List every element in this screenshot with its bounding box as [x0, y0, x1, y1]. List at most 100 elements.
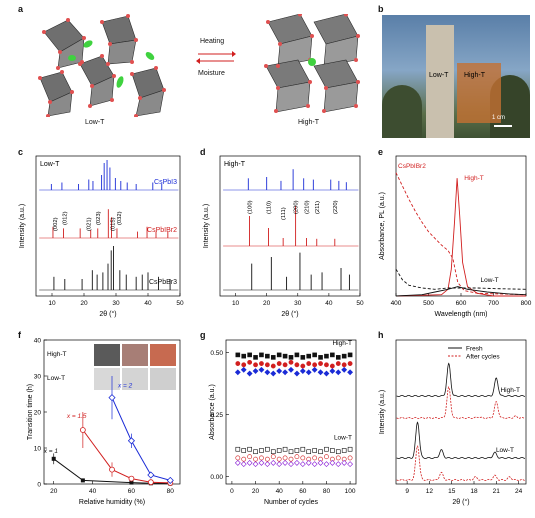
- chart-g-point: [300, 355, 306, 360]
- chart-g-point: [288, 355, 294, 360]
- chart-g-point: [294, 454, 300, 460]
- photo-high-t-label: High-T: [464, 72, 486, 79]
- chart-g-y-tick-label: 0.25: [210, 412, 223, 419]
- chart-g-x-tick-label: 20: [252, 488, 260, 495]
- chart-g-point: [247, 359, 253, 365]
- chart-g-point: [324, 362, 329, 368]
- chart-g-point: [276, 352, 282, 358]
- chart-f-y-tick-label: 30: [34, 374, 42, 381]
- chart-h-trace-3: [396, 445, 526, 481]
- chart-e-x-tick-label: 800: [521, 300, 532, 307]
- chart-g-point: [324, 454, 329, 460]
- chart-d-plot-frame: [219, 155, 361, 297]
- chart-g-point: [312, 455, 318, 461]
- chart-c-plot-frame: [35, 155, 181, 297]
- chart-g-plot-frame: [225, 339, 357, 485]
- chart-g-point: [235, 446, 241, 452]
- panel-label-f: f: [18, 330, 21, 340]
- chart-g-point: [312, 352, 317, 358]
- chart-g-point: [330, 352, 335, 358]
- chart-g-point: [265, 353, 270, 359]
- chart-h-low-label: Low-T: [496, 447, 514, 454]
- chart-h-trace-1: [396, 386, 526, 419]
- chart-d-annotation: (220): [333, 200, 339, 214]
- chart-g-point: [306, 449, 312, 455]
- chart-g-point: [253, 449, 258, 455]
- chart-g-point: [335, 355, 341, 360]
- chart-h-trace-0: [396, 362, 526, 397]
- chart-c-x-tick-label: 10: [48, 300, 56, 307]
- chart-f-series-label-1: x = 1.5: [66, 413, 87, 420]
- chart-e-x-tick-label: 400: [391, 300, 402, 307]
- chart-c-x-tick-label: 20: [80, 300, 88, 307]
- chart-g-point: [235, 361, 241, 366]
- chart-g-low-label: Low-T: [334, 434, 352, 441]
- chart-g-point: [347, 455, 353, 461]
- chart-g-point: [335, 461, 342, 468]
- chart-c-title: Low-T: [40, 161, 60, 168]
- chart-g-point: [258, 459, 265, 466]
- chart-f-film-swatch: [150, 344, 176, 366]
- chart-g-point: [305, 369, 312, 376]
- chart-g-point: [324, 353, 329, 359]
- chart-g-point: [330, 448, 335, 453]
- chart-g-x-tick-label: 100: [345, 488, 356, 495]
- chart-g-point: [305, 459, 312, 466]
- chart-f-point: [147, 479, 154, 486]
- chart-c-annotation: (032): [117, 211, 123, 225]
- chart-g-point: [335, 369, 342, 376]
- chart-g-point: [258, 366, 265, 373]
- chart-g-point: [318, 355, 323, 360]
- chart-f-film-swatch: [122, 344, 148, 366]
- chart-d-xrd-high-t: 10 20 30 40 50 2θ (°) Intensity (a.u.) High-T (1…: [203, 155, 364, 318]
- chart-g-point: [234, 369, 241, 376]
- chart-g-point: [265, 446, 270, 452]
- chart-f-y-tick-label: 40: [34, 338, 42, 345]
- chart-d-annotation: (200): [294, 200, 300, 214]
- chart-g-point: [270, 370, 277, 377]
- chart-f-point: [109, 466, 115, 473]
- tower: [426, 25, 454, 138]
- chart-g-point: [288, 461, 294, 468]
- chart-h-legend-label-0: Fresh: [466, 346, 483, 353]
- chart-g-point: [282, 353, 288, 359]
- chart-f-series-line-2: [111, 397, 171, 481]
- chart-g-point: [341, 353, 347, 359]
- chart-d-y-axis-label: Intensity (a.u.): [203, 204, 210, 248]
- photo-campanile: Low-T High-T 1 cm: [382, 15, 530, 138]
- chart-h-x-tick-label: 15: [448, 488, 456, 495]
- high-t-structure: [264, 14, 360, 113]
- chart-g-point: [288, 366, 294, 373]
- reversible-arrows: [196, 51, 236, 64]
- panel-label-g: g: [200, 330, 206, 340]
- chart-g-point: [329, 459, 336, 466]
- chart-g-x-tick-label: 40: [276, 488, 284, 495]
- chart-g-point: [241, 362, 247, 368]
- chart-g-point: [323, 370, 330, 377]
- chart-f-point: [166, 476, 174, 484]
- chart-f-point: [79, 427, 86, 433]
- chart-g-point: [299, 368, 306, 374]
- chart-d-x-tick-label: 40: [325, 300, 333, 307]
- chart-g-point: [347, 361, 353, 366]
- chart-g-point: [312, 448, 317, 453]
- chart-c-xrd-low-t: 10 20 30 40 50 2θ (°) Intensity (a.u.) Low-T CsP…: [19, 155, 184, 318]
- chart-g-point: [306, 361, 312, 366]
- chart-f-film-swatch: [94, 368, 120, 390]
- chart-e-series-2: [395, 268, 527, 290]
- film-sample: [457, 63, 501, 123]
- chart-f-series-label-2: x = 2: [117, 383, 133, 390]
- chart-g-point: [276, 361, 282, 366]
- chart-g-high-label: High-T: [332, 340, 352, 347]
- chart-g-x-tick-label: 0: [230, 488, 234, 495]
- chart-h-x-tick-label: 9: [405, 488, 409, 495]
- chart-g-point: [241, 448, 247, 453]
- chart-g-point: [341, 362, 347, 368]
- chart-g-point: [235, 455, 241, 461]
- chart-g-point: [252, 461, 259, 468]
- chart-g-point: [329, 368, 336, 374]
- chart-f-point: [80, 478, 85, 483]
- chart-g-point: [247, 446, 252, 452]
- chart-g-point: [318, 449, 323, 455]
- chart-f-y-tick-label: 0: [37, 482, 41, 489]
